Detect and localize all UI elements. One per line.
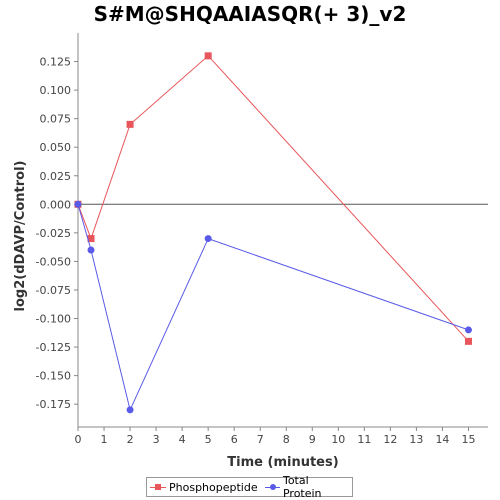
y-tick-label: 0.025	[40, 170, 72, 183]
data-point	[74, 200, 82, 208]
x-tick-label: 0	[75, 433, 82, 446]
data-point	[204, 235, 212, 243]
plot-background	[78, 33, 488, 427]
y-axis: 0.125 0.100 0.075 0.050 0.025 0.000 -0.025 -0.0…	[36, 33, 79, 427]
legend-swatch-phosphopeptide	[150, 482, 166, 492]
y-tick-label: -0.100	[36, 313, 71, 326]
legend-item-total-protein: Total Protein	[264, 474, 348, 500]
data-point	[126, 120, 134, 128]
legend-label-total-protein: Total Protein	[282, 474, 322, 500]
data-point	[87, 246, 95, 254]
y-axis-title: log2(dDAVP/Control)	[13, 161, 28, 312]
legend: Phosphopeptide Total Protein	[146, 474, 353, 500]
y-tick-label: 0.075	[40, 113, 72, 126]
data-point	[464, 326, 472, 334]
data-point	[87, 235, 95, 243]
y-tick-label: -0.025	[36, 227, 71, 240]
x-tick-label: 11	[357, 433, 371, 446]
x-tick-label: 8	[283, 433, 290, 446]
chart-title: S#M@SHQAAIASQR(+ 3)_v2	[93, 2, 407, 26]
y-tick-label: 0.000	[40, 198, 72, 211]
x-tick-label: 4	[179, 433, 186, 446]
legend-item-phosphopeptide: Phosphopeptide	[150, 481, 258, 494]
legend-label-phosphopeptide: Phosphopeptide	[169, 480, 258, 494]
data-point	[464, 337, 472, 345]
x-tick-label: 6	[231, 433, 238, 446]
x-axis: 0 1 2 3 4 5 6 7 8 9 10 11 12 13 14 15	[75, 426, 488, 446]
x-tick-label: 5	[205, 433, 212, 446]
x-tick-label: 1	[101, 433, 108, 446]
x-tick-label: 3	[153, 433, 160, 446]
x-tick-label: 15	[461, 433, 475, 446]
x-tick-label: 14	[435, 433, 449, 446]
series-layer	[74, 52, 472, 414]
x-axis-title: Time (minutes)	[227, 455, 338, 470]
x-tick-label: 13	[409, 433, 423, 446]
y-tick-label: 0.125	[40, 56, 72, 69]
x-tick-label: 2	[127, 433, 134, 446]
x-tick-label: 7	[257, 433, 264, 446]
series-total-protein	[74, 200, 472, 414]
x-tick-label: 12	[383, 433, 397, 446]
data-point	[204, 52, 212, 60]
legend-swatch-total-protein	[264, 482, 280, 492]
y-tick-label: -0.150	[36, 370, 71, 383]
data-point	[126, 406, 134, 414]
y-tick-label: 0.100	[40, 84, 72, 97]
y-tick-label: -0.075	[36, 284, 71, 297]
plot-area	[78, 33, 488, 427]
x-tick-label: 9	[309, 433, 316, 446]
y-tick-label: -0.125	[36, 341, 71, 354]
x-tick-label: 10	[331, 433, 345, 446]
y-tick-label: -0.050	[36, 255, 71, 268]
y-tick-label: 0.050	[40, 141, 72, 154]
y-tick-label: -0.175	[36, 398, 71, 411]
